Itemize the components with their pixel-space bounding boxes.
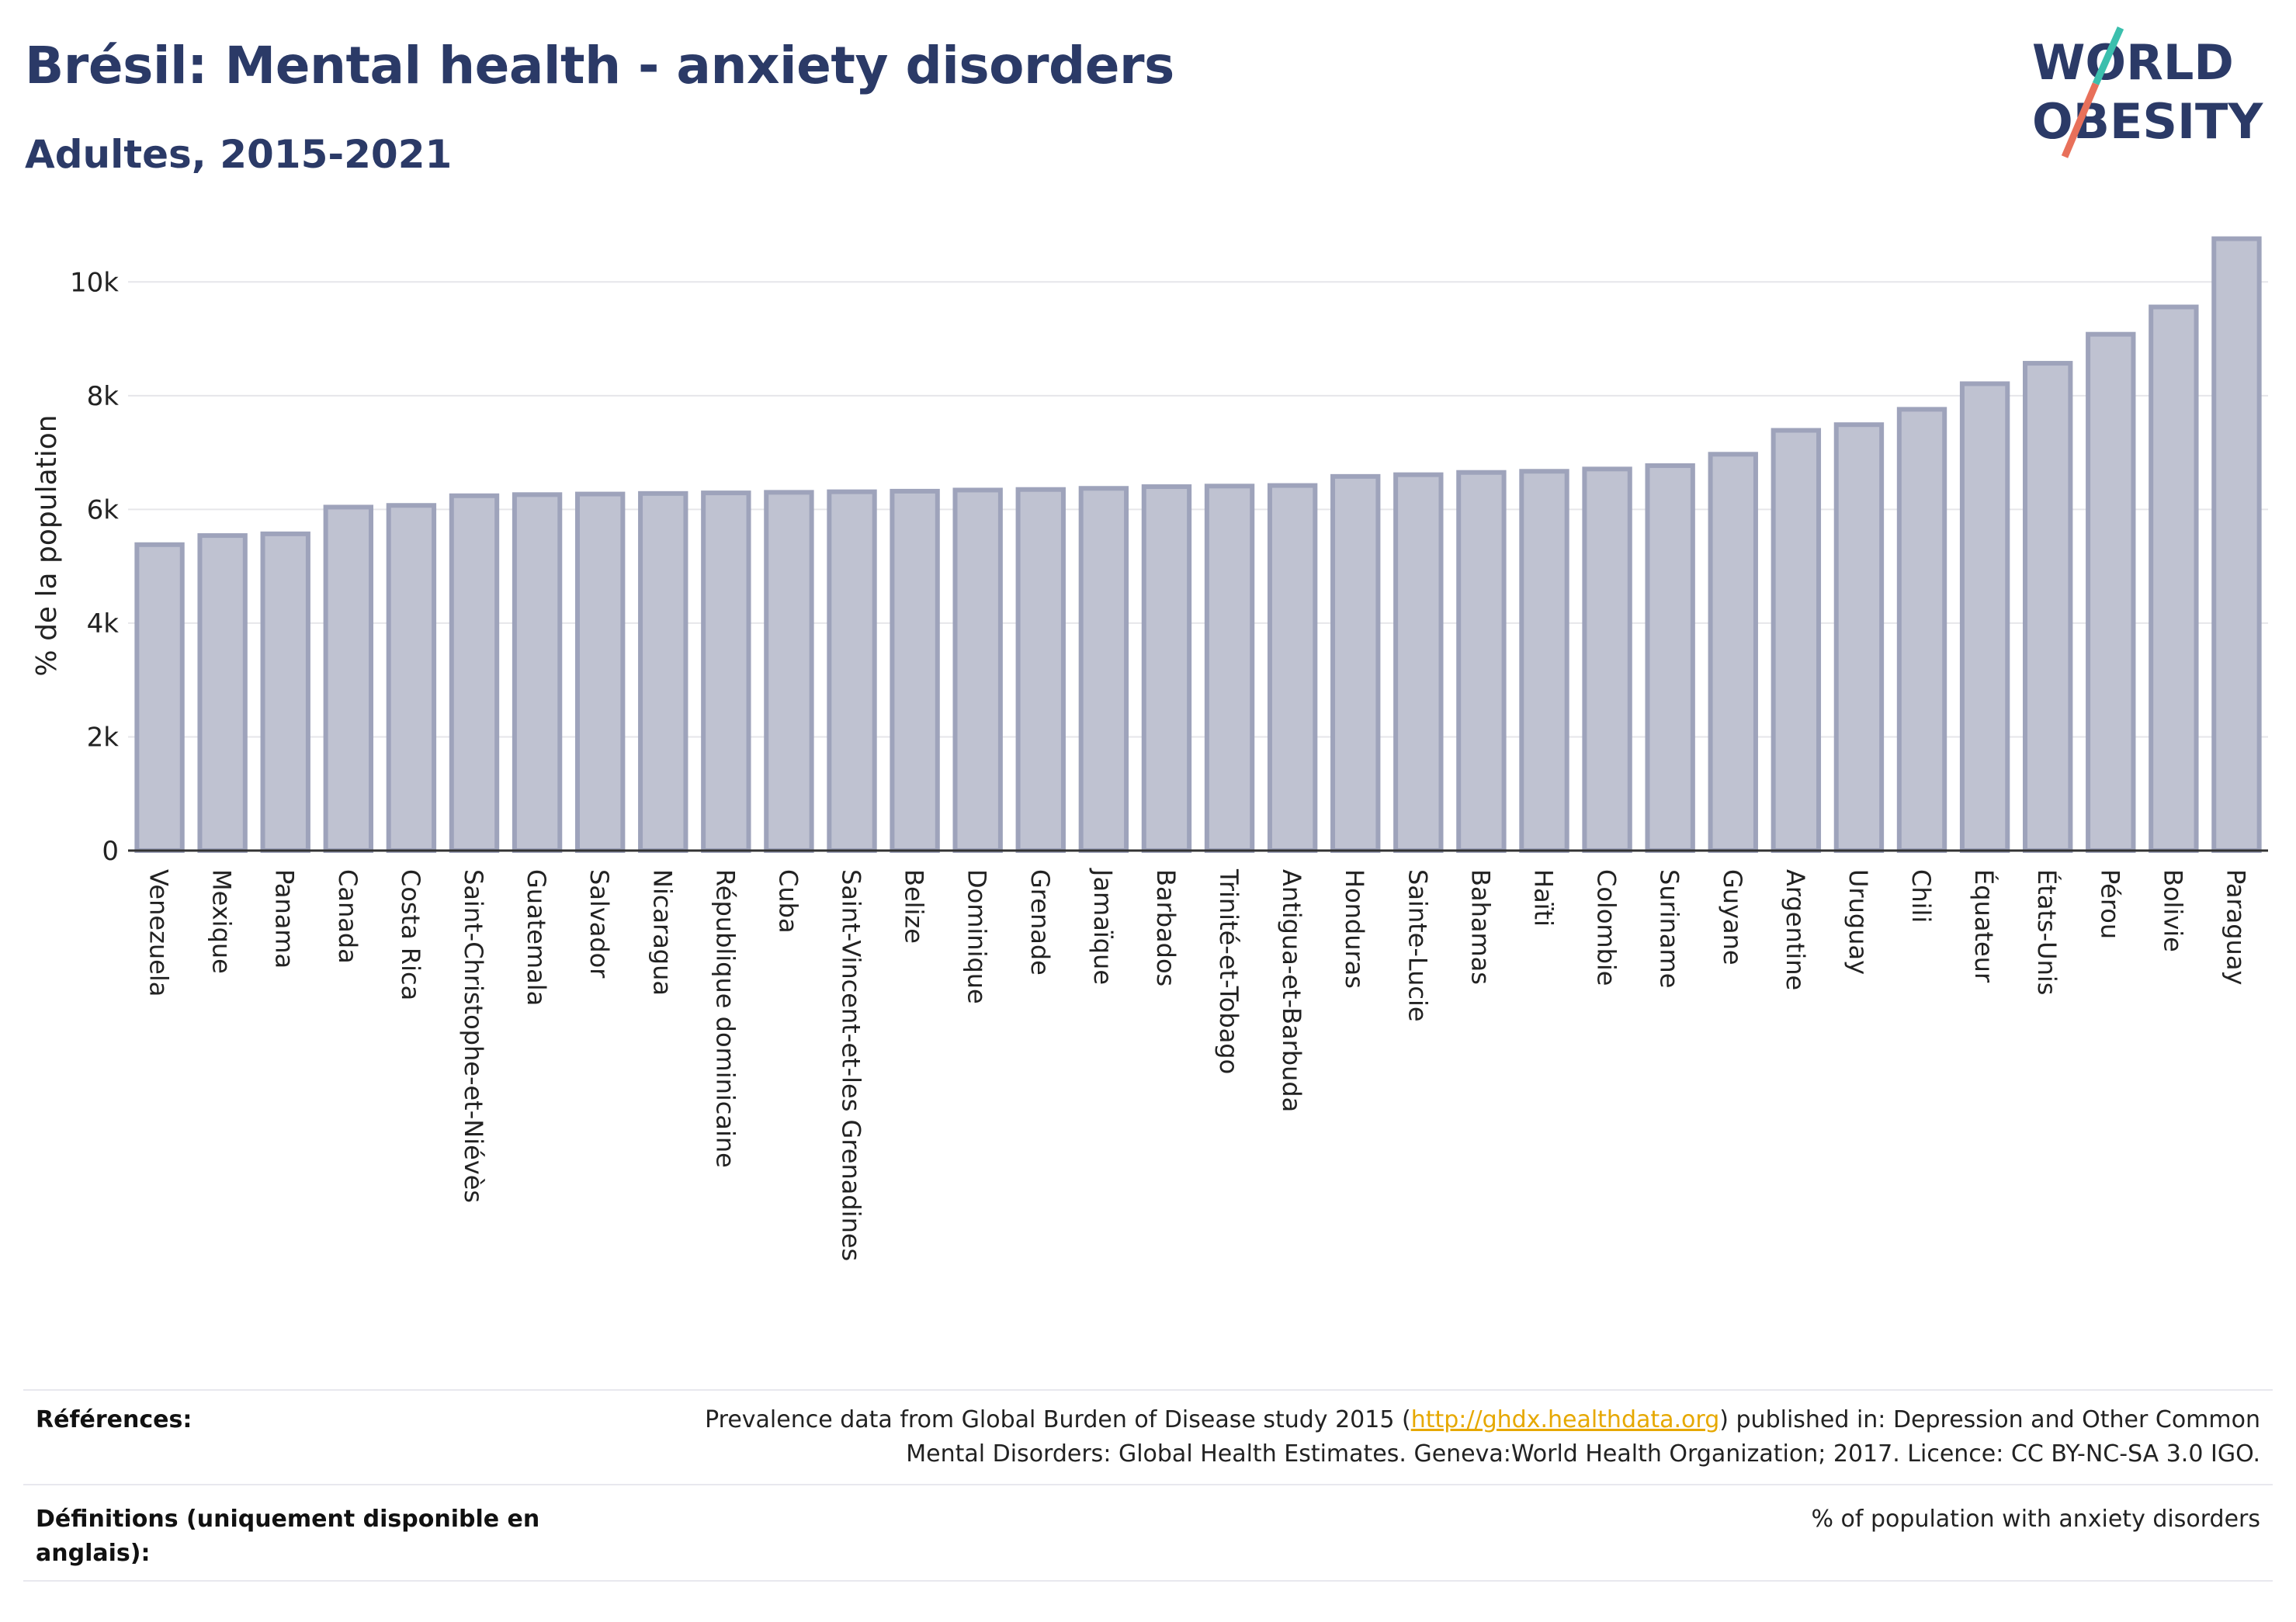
bar[interactable] (1330, 473, 1381, 854)
x-tick-label: Belize (900, 869, 929, 944)
bar[interactable] (512, 492, 563, 854)
bar[interactable] (1519, 469, 1569, 854)
bars (134, 236, 2262, 854)
x-tick-label: Uruguay (1843, 869, 1873, 975)
bar[interactable] (449, 493, 500, 854)
logo-slash-top-icon (2092, 26, 2124, 85)
bar[interactable] (197, 533, 248, 853)
bar[interactable] (1959, 381, 2010, 853)
x-tick-label: Antigua-et-Barbuda (1277, 869, 1306, 1112)
x-tick-label: Panama (270, 869, 300, 969)
x-tick-label: Dominique (962, 869, 992, 1004)
world-obesity-logo: WORLD OBESITY (2032, 26, 2263, 158)
x-tick-label: Paraguay (2221, 869, 2250, 985)
x-tick-label: Chili (1906, 869, 1936, 923)
bar[interactable] (638, 490, 688, 854)
y-tick-label: 0 (102, 836, 119, 867)
y-tick-label: 4k (87, 608, 120, 639)
bar[interactable] (1267, 483, 1318, 854)
bar[interactable] (1015, 487, 1066, 854)
y-tick-label: 10k (70, 267, 119, 298)
bar[interactable] (1204, 483, 1255, 854)
x-tick-labels: Venezuela Mexique Panama Canada Costa Rica Sa… (144, 868, 2251, 1261)
page-subtitle: Adultes, 2015-2021 (25, 132, 453, 177)
x-tick-label: République dominicaine (710, 869, 740, 1168)
bar[interactable] (134, 542, 185, 853)
y-tick-label: 6k (87, 494, 120, 525)
bar[interactable] (701, 490, 751, 854)
references-text-1: Prevalence data from Global Burden of Di… (705, 1406, 1411, 1433)
x-tick-label: Guatemala (522, 869, 551, 1006)
bar[interactable] (1582, 466, 1632, 854)
bar[interactable] (1771, 428, 1822, 853)
x-tick-label: Cuba (773, 869, 803, 934)
bar[interactable] (386, 503, 437, 853)
bar[interactable] (1833, 422, 1885, 853)
x-tick-label: Mexique (207, 869, 237, 974)
footer-divider-top (23, 1389, 2273, 1391)
bar[interactable] (2022, 361, 2073, 853)
x-tick-label: Bahamas (1465, 869, 1495, 985)
y-tick-label: 2k (87, 722, 120, 753)
x-tick-label: Grenade (1025, 869, 1055, 976)
y-tick-label: 8k (87, 381, 120, 412)
bar[interactable] (890, 488, 940, 854)
bar[interactable] (1456, 470, 1507, 854)
gridlines (128, 281, 2268, 738)
definitions-label-2: anglais): (36, 1540, 151, 1567)
bar[interactable] (574, 491, 626, 854)
x-tick-label: Guyane (1718, 869, 1747, 965)
x-tick-label: Équateur (1969, 869, 1999, 983)
x-tick-label: Pérou (2095, 869, 2124, 939)
bar[interactable] (2149, 304, 2199, 853)
bar[interactable] (827, 489, 877, 854)
x-tick-label: Costa Rica (396, 869, 425, 1000)
x-tick-label: Trinité-et-Tobago (1214, 868, 1243, 1074)
x-tick-label: Saint-Christophe-et-Niévès (459, 869, 488, 1203)
logo-line1: WORLD (2032, 34, 2234, 91)
x-tick-label: Colombie (1592, 869, 1621, 986)
references-text: Prevalence data from Global Burden of Di… (630, 1403, 2260, 1471)
y-axis-label: % de la population (31, 414, 63, 676)
bar-chart: 0 2k 4k 6k 8k 10k Venezuela Mexique Panama Canad… (31, 236, 2268, 1261)
x-tick-label: Saint-Vincent-et-les Grenadines (837, 869, 866, 1261)
x-tick-label: Suriname (1655, 869, 1684, 988)
x-tick-label: Barbados (1151, 869, 1181, 986)
x-tick-label: Venezuela (144, 869, 174, 996)
bar[interactable] (764, 490, 814, 854)
x-tick-label: Nicaragua (647, 869, 677, 996)
references-link[interactable]: http://ghdx.healthdata.org (1410, 1406, 1720, 1433)
references-label: Références: (36, 1406, 192, 1433)
page-title: Brésil: Mental health - anxiety disorder… (25, 36, 1174, 95)
footer-divider-bottom (23, 1580, 2273, 1582)
bar[interactable] (1141, 484, 1192, 854)
bar[interactable] (323, 504, 374, 853)
bar[interactable] (1896, 407, 1947, 853)
x-tick-label: Jamaïque (1088, 868, 1118, 985)
bar[interactable] (952, 487, 1003, 854)
x-tick-label: Sainte-Lucie (1403, 869, 1432, 1022)
x-tick-label: Haïti (1528, 869, 1558, 927)
definitions-label-1: Définitions (uniquement disponible en (36, 1506, 540, 1533)
definitions-label: Définitions (uniquement disponible en an… (36, 1502, 539, 1571)
bar[interactable] (2086, 331, 2136, 853)
definitions-text: % of population with anxiety disorders (1811, 1506, 2260, 1533)
bar[interactable] (260, 531, 310, 853)
footer-divider-middle (23, 1484, 2273, 1485)
bar[interactable] (1078, 486, 1129, 854)
x-tick-label: Bolivie (2158, 869, 2187, 952)
x-tick-label: États-Unis (2032, 869, 2062, 995)
references-text-3: Mental Disorders: Global Health Estimate… (906, 1440, 2260, 1468)
x-tick-label: Salvador (584, 869, 614, 979)
bar[interactable] (2211, 236, 2262, 853)
x-tick-label: Argentine (1781, 869, 1810, 990)
x-tick-label: Honduras (1340, 869, 1369, 989)
bar[interactable] (1393, 472, 1444, 854)
references-text-2: ) published in: Depression and Other Com… (1719, 1406, 2260, 1433)
logo-slash-bottom-icon (2061, 82, 2100, 158)
bar[interactable] (1708, 452, 1758, 853)
bar[interactable] (1645, 463, 1695, 854)
y-tick-labels: 0 2k 4k 6k 8k 10k (70, 267, 119, 867)
x-tick-label: Canada (333, 869, 362, 964)
